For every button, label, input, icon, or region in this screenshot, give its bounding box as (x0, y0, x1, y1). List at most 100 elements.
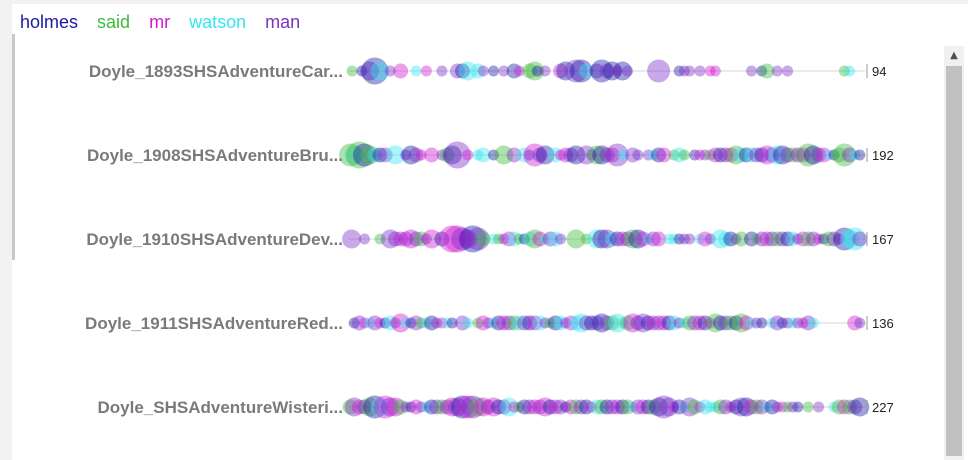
row-3-bubble-mr[interactable] (443, 225, 471, 253)
row-4-bubble-watson[interactable] (420, 317, 432, 329)
row-2-bubble-mr[interactable] (555, 149, 567, 161)
row-5-bubble-man[interactable] (847, 399, 863, 415)
row-4-bubble-holmes[interactable] (584, 315, 599, 331)
row-4-bubble-said[interactable] (682, 315, 698, 331)
row-5-bubble-mr[interactable] (484, 397, 503, 417)
row-5-bubble-watson[interactable] (709, 401, 721, 413)
row-5-bubble-said[interactable] (802, 401, 814, 413)
row-5-bubble-mr[interactable] (408, 399, 424, 415)
row-2-bubble-mr[interactable] (757, 145, 777, 165)
row-2-bubble-man[interactable] (780, 147, 796, 163)
row-1-bubble-man[interactable] (694, 65, 706, 77)
row-2-bubble-holmes[interactable] (442, 145, 462, 165)
row-5-bubble-holmes[interactable] (451, 395, 474, 419)
row-5-bubble-man[interactable] (680, 397, 700, 417)
row-3-bubble-watson[interactable] (843, 227, 867, 251)
row-5-bubble-watson[interactable] (761, 401, 773, 413)
row-2-bubble-man[interactable] (436, 149, 448, 161)
row-1-bubble-holmes[interactable] (361, 57, 389, 85)
row-4-bubble-mr[interactable] (374, 317, 386, 329)
row-1-bubble-holmes[interactable] (506, 63, 522, 79)
row-1-bubble-man[interactable] (384, 65, 396, 77)
row-5-bubble-said[interactable] (393, 399, 409, 415)
row-3-bubble-said[interactable] (800, 231, 816, 247)
row-2-bubble-holmes[interactable] (535, 145, 555, 165)
row-5-bubble-man[interactable] (553, 399, 569, 415)
row-3-bubble-mr[interactable] (635, 231, 651, 247)
row-5-bubble-said[interactable] (594, 399, 610, 415)
row-3-bubble-watson[interactable] (668, 233, 680, 245)
row-3-bubble-holmes[interactable] (723, 231, 739, 247)
row-5-bubble-man[interactable] (400, 401, 412, 413)
row-4-bubble-holmes[interactable] (446, 317, 458, 329)
row-3-bubble-said[interactable] (413, 231, 429, 247)
row-2-bubble-man[interactable] (599, 147, 615, 163)
row-4-bubble-man[interactable] (539, 317, 551, 329)
row-2-bubble-holmes[interactable] (566, 145, 586, 165)
row-1-bubble-holmes[interactable] (673, 65, 685, 77)
row-2-bubble-said[interactable] (726, 145, 746, 165)
row-5-bubble-mr[interactable] (668, 401, 680, 413)
row-1-bubble-holmes[interactable] (602, 61, 622, 81)
row-3-bubble-man[interactable] (451, 227, 474, 251)
row-4-bubble-mr[interactable] (738, 315, 754, 331)
row-2-bubble-man[interactable] (749, 147, 765, 163)
row-3-bubble-mr[interactable] (615, 231, 630, 247)
row-5-bubble-man[interactable] (480, 399, 496, 415)
row-4-bubble-holmes[interactable] (379, 317, 391, 329)
row-2-bubble-watson[interactable] (367, 147, 383, 163)
row-5-bubble-said[interactable] (645, 399, 661, 415)
row-3-bubble-holmes[interactable] (744, 231, 759, 247)
scroll-up-arrow-icon[interactable]: ▲ (950, 50, 958, 61)
row-5-bubble-watson[interactable] (370, 397, 390, 417)
row-2-bubble-man[interactable] (576, 145, 596, 165)
row-4-bubble-mr[interactable] (527, 315, 543, 331)
row-1-bubble-man[interactable] (436, 65, 448, 77)
row-5-bubble-man[interactable] (447, 397, 467, 417)
row-1-bubble-holmes[interactable] (569, 59, 593, 83)
row-5-bubble-man[interactable] (357, 399, 372, 415)
row-4-bubble-man[interactable] (673, 317, 685, 329)
row-5-bubble-holmes[interactable] (516, 399, 532, 415)
row-4-bubble-holmes[interactable] (697, 315, 713, 331)
row-3-bubble-holmes[interactable] (832, 227, 856, 251)
row-5-bubble-watson[interactable] (828, 401, 840, 413)
row-5-bubble-man[interactable] (718, 399, 734, 415)
row-3-bubble-said[interactable] (751, 233, 763, 245)
row-4-bubble-holmes[interactable] (405, 317, 417, 329)
row-3-bubble-holmes[interactable] (780, 231, 796, 247)
row-1-bubble-man[interactable] (564, 59, 588, 83)
row-4-bubble-mr[interactable] (656, 315, 672, 331)
row-3-bubble-man[interactable] (342, 229, 362, 249)
row-5-bubble-mr[interactable] (385, 397, 405, 417)
row-2-bubble-watson[interactable] (547, 147, 563, 163)
row-5-bubble-man[interactable] (496, 399, 512, 415)
row-5-bubble-man[interactable] (344, 397, 364, 417)
row-2-bubble-watson[interactable] (744, 147, 759, 163)
row-1-bubble-holmes[interactable] (556, 61, 576, 81)
row-2-bubble-man[interactable] (811, 147, 827, 163)
row-3-bubble-man[interactable] (555, 233, 567, 245)
row-1-bubble-watson[interactable] (470, 63, 486, 79)
row-1-bubble-man[interactable] (539, 65, 551, 77)
row-5-bubble-man[interactable] (787, 401, 799, 413)
row-5-bubble-holmes[interactable] (405, 401, 417, 413)
legend-item-said[interactable]: said (97, 12, 131, 32)
row-5-bubble-holmes[interactable] (599, 399, 615, 415)
row-5-bubble-mr[interactable] (351, 399, 367, 415)
row-4-bubble-holmes[interactable] (640, 315, 656, 331)
row-4-bubble-watson[interactable] (666, 315, 682, 331)
row-3-bubble-mr[interactable] (651, 231, 667, 247)
row-2-bubble-holmes[interactable] (592, 145, 612, 165)
row-5-bubble-said[interactable] (842, 399, 857, 415)
row-2-bubble-man[interactable] (718, 147, 734, 163)
row-2-bubble-mr[interactable] (462, 149, 474, 161)
row-1-bubble-holmes[interactable] (488, 65, 499, 77)
row-3-bubble-mr[interactable] (833, 233, 845, 245)
row-2-bubble-man[interactable] (524, 149, 536, 161)
row-3-bubble-mr[interactable] (759, 231, 775, 247)
row-4-bubble-holmes[interactable] (728, 315, 744, 331)
row-4-bubble-man[interactable] (501, 315, 517, 331)
legend-item-man[interactable]: man (265, 12, 301, 32)
row-1-bubble-watson[interactable] (578, 63, 594, 79)
